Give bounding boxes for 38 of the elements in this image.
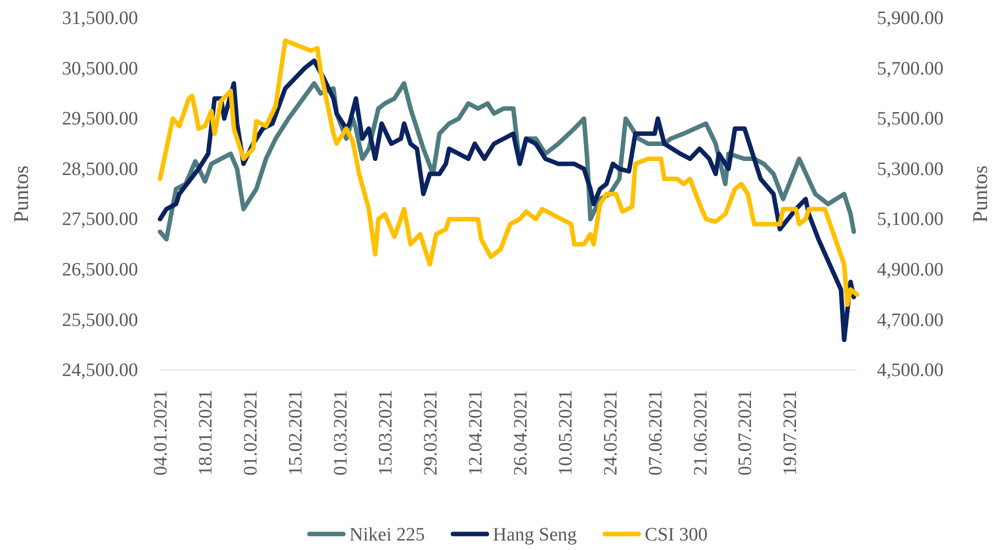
x-tick-label: 18.01.2021 — [196, 390, 217, 476]
x-tick-label: 01.02.2021 — [240, 390, 262, 476]
x-tick-label: 05.07.2021 — [735, 390, 756, 476]
legend-label: Hang Seng — [492, 524, 578, 546]
y2-tick-label: 4,900.00 — [877, 260, 944, 281]
x-tick-label: 21.06.2021 — [690, 390, 712, 476]
y-tick-label: 31,500.00 — [62, 8, 138, 30]
x-tick-label: 26.04.2021 — [510, 390, 532, 476]
x-tick-label: 07.06.2021 — [645, 390, 666, 476]
line-series — [158, 38, 860, 307]
x-tick-label: 04.01.2021 — [150, 390, 172, 476]
y2-tick-label: 4,500.00 — [877, 360, 944, 382]
x-tick-label: 29.03.2021 — [420, 390, 442, 476]
x-tick-label: 24.05.2021 — [600, 390, 622, 476]
y2-tick-label: 5,300.00 — [877, 158, 944, 180]
line-series — [158, 58, 856, 342]
y-tick-label: 24,500.00 — [62, 360, 138, 382]
x-tick-label: 12.04.2021 — [465, 390, 486, 476]
legend-label: CSI 300 — [644, 524, 708, 546]
y2-tick-label: 5,700.00 — [877, 58, 944, 80]
x-tick-label: 15.03.2021 — [375, 390, 396, 476]
x-tick-label: 15.02.2021 — [286, 390, 307, 476]
y-tick-label: 30,500.00 — [62, 58, 138, 80]
y-tick-label: 27,500.00 — [62, 209, 138, 230]
y2-tick-label: 5,100.00 — [877, 209, 944, 230]
y2-tick-label: 5,500.00 — [877, 108, 944, 130]
legend-label: Nikei 225 — [349, 524, 425, 546]
y2-tick-label: 5,900.00 — [877, 8, 944, 30]
x-tick-label: 19.07.2021 — [780, 390, 802, 476]
y-tick-label: 25,500.00 — [62, 310, 138, 331]
y2-axis-title: Puntos — [968, 165, 992, 223]
x-tick-label: 10.05.2021 — [555, 390, 576, 476]
x-tick-label: 01.03.2021 — [330, 390, 352, 476]
y-tick-label: 26,500.00 — [62, 260, 138, 281]
y-tick-label: 28,500.00 — [62, 158, 138, 180]
y-axis-title: Puntos — [9, 165, 33, 223]
y2-tick-label: 4,700.00 — [877, 310, 944, 331]
y-tick-label: 29,500.00 — [62, 108, 138, 130]
